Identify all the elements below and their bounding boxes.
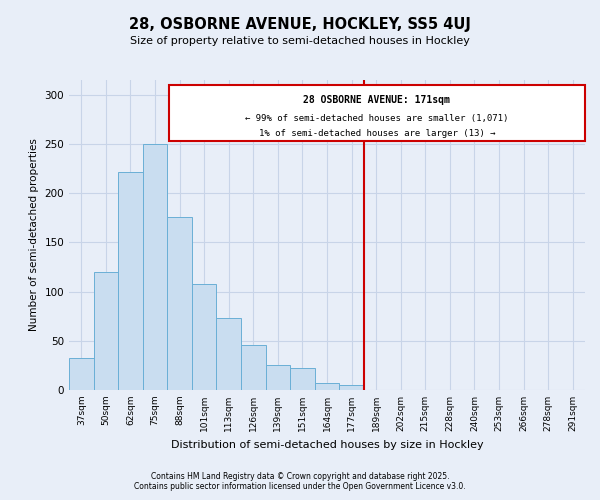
Y-axis label: Number of semi-detached properties: Number of semi-detached properties	[29, 138, 39, 332]
Text: Size of property relative to semi-detached houses in Hockley: Size of property relative to semi-detach…	[130, 36, 470, 46]
Text: 1% of semi-detached houses are larger (13) →: 1% of semi-detached houses are larger (1…	[259, 128, 495, 138]
Bar	[217, 318, 241, 390]
Bar	[290, 368, 315, 390]
Bar	[69, 358, 94, 390]
Bar	[339, 385, 364, 390]
Text: Contains HM Land Registry data © Crown copyright and database right 2025.: Contains HM Land Registry data © Crown c…	[151, 472, 449, 481]
Bar	[315, 383, 339, 390]
Text: ← 99% of semi-detached houses are smaller (1,071): ← 99% of semi-detached houses are smalle…	[245, 114, 508, 123]
Bar	[192, 284, 217, 390]
Bar	[167, 217, 192, 390]
Bar	[241, 344, 266, 390]
Text: 28, OSBORNE AVENUE, HOCKLEY, SS5 4UJ: 28, OSBORNE AVENUE, HOCKLEY, SS5 4UJ	[129, 18, 471, 32]
Text: 28 OSBORNE AVENUE: 171sqm: 28 OSBORNE AVENUE: 171sqm	[304, 95, 450, 105]
Bar	[266, 366, 290, 390]
Bar	[143, 144, 167, 390]
X-axis label: Distribution of semi-detached houses by size in Hockley: Distribution of semi-detached houses by …	[170, 440, 484, 450]
Bar	[94, 272, 118, 390]
Text: Contains public sector information licensed under the Open Government Licence v3: Contains public sector information licen…	[134, 482, 466, 491]
FancyBboxPatch shape	[169, 85, 585, 141]
Bar	[118, 172, 143, 390]
